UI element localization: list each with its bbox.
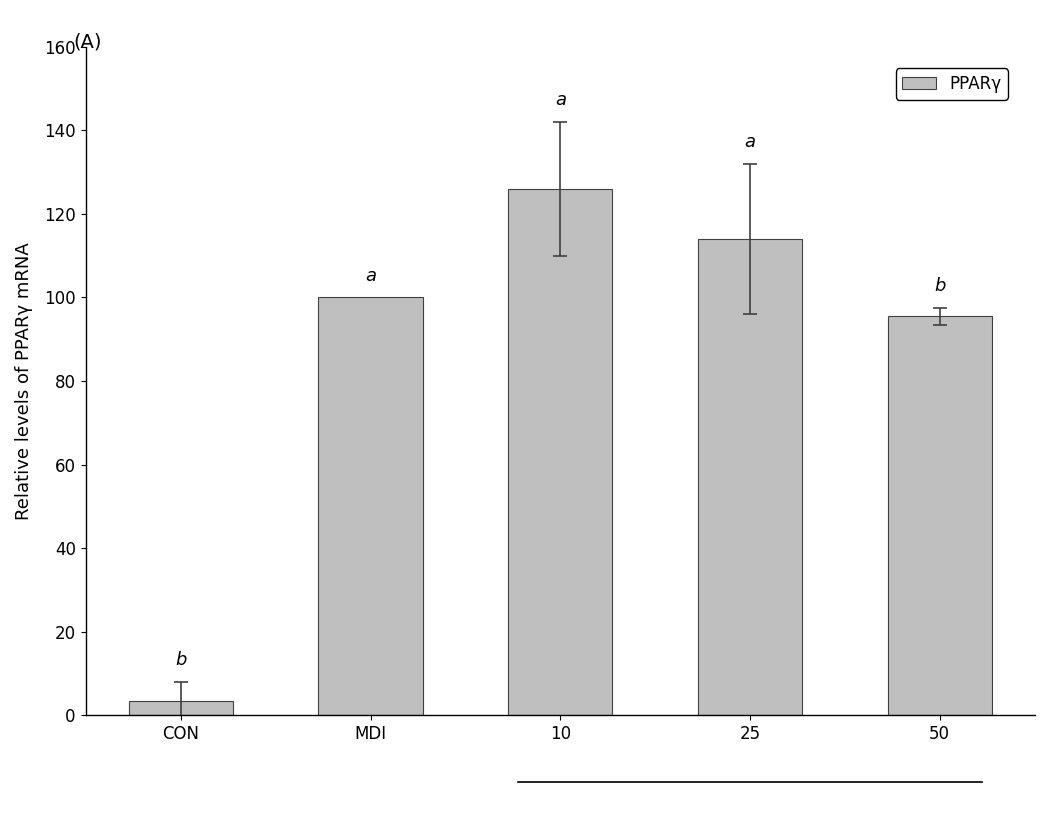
Bar — [887, 316, 992, 715]
Text: b: b — [175, 652, 187, 669]
Legend: PPARγ: PPARγ — [896, 68, 1008, 100]
Text: a: a — [744, 133, 756, 151]
Text: b: b — [934, 278, 945, 295]
Text: a: a — [365, 267, 376, 285]
Text: (A): (A) — [74, 33, 102, 52]
Bar — [698, 239, 802, 715]
Text: a: a — [554, 91, 566, 110]
Bar — [129, 700, 233, 715]
Bar — [318, 297, 423, 715]
Y-axis label: Relative levels of PPARγ mRNA: Relative levels of PPARγ mRNA — [15, 242, 33, 520]
Bar — [508, 189, 612, 715]
